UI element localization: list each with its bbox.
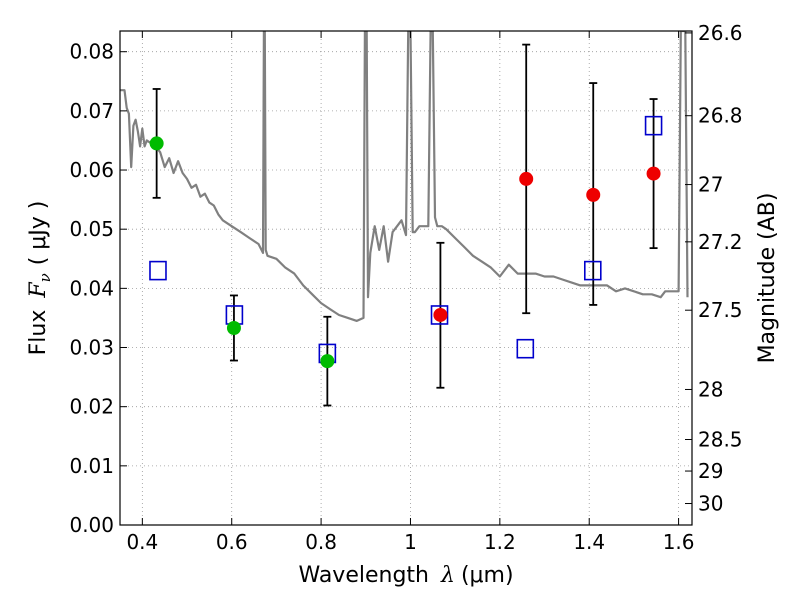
y-tick-label: 0.06 (69, 158, 114, 182)
y-axis-label-units: ( μJy ) (26, 201, 51, 266)
model-square (430, 305, 449, 325)
y-tick-label: 0.02 (69, 395, 114, 419)
y2-tick-label: 30 (698, 492, 723, 516)
y2-tick-label: 26.6 (698, 21, 743, 45)
green-point (320, 354, 335, 369)
y2-axis-label: Magnitude (AB) (755, 193, 780, 364)
y2-tick-label: 27 (698, 173, 723, 197)
y2-tick-label: 27.2 (698, 230, 743, 254)
model-square (516, 338, 535, 359)
x-axis-label-units: (μm) (461, 563, 514, 588)
y-tick-label: 0.07 (69, 99, 114, 123)
sed-template-layer (120, 31, 689, 322)
model-square (644, 115, 663, 136)
y-axis-label-symbol: F (26, 282, 51, 299)
model-square (583, 260, 602, 281)
y-tick-label: 0.01 (69, 454, 114, 478)
y2-tick-label: 28.5 (698, 427, 743, 451)
red-point (519, 171, 534, 186)
green-point (226, 320, 241, 335)
y-tick-label: 0.03 (69, 336, 114, 360)
y-tick-label: 0.05 (69, 217, 114, 241)
y-axis-label-text: Flux (26, 310, 51, 356)
x-tick-label: 1 (404, 530, 417, 554)
y2-tick-label: 29 (698, 459, 723, 483)
x-tick-label: 1.4 (573, 530, 605, 554)
y-axis-label: Flux Fν ( μJy ) (26, 201, 54, 356)
x-axis-label-symbol: λ (440, 563, 455, 588)
green-point (149, 136, 164, 151)
plot-frame (119, 30, 693, 526)
y-axis-ticks: 0.00 0.01 0.02 0.03 0.04 0.05 0.06 0.07 0.08 (69, 40, 127, 537)
y-tick-label: 0.00 (69, 513, 114, 537)
x-tick-label: 0.4 (126, 530, 158, 554)
y2-tick-label: 27.5 (698, 298, 743, 322)
x-tick-label: 1.2 (484, 530, 516, 554)
y2-tick-label: 26.8 (698, 104, 743, 128)
observed-points-layer (149, 136, 661, 369)
y-axis-label-subscript: ν (36, 273, 54, 282)
x-axis-ticks: 0.4 0.6 0.8 1 1.2 1.4 1.6 (126, 31, 695, 554)
y2-axis-ticks: 26.6 26.8 27 27.2 27.5 28 28.5 29 30 (685, 21, 743, 516)
red-point (646, 166, 661, 181)
model-square (149, 260, 167, 281)
y-tick-label: 0.04 (69, 276, 114, 300)
x-tick-label: 0.6 (216, 530, 248, 554)
red-point (586, 187, 601, 202)
x-tick-label: 1.6 (663, 530, 695, 554)
y-tick-label: 0.08 (69, 40, 114, 64)
x-axis-label: Wavelength λ (μm) (298, 563, 513, 588)
x-tick-label: 0.8 (305, 530, 337, 554)
y2-tick-label: 28 (698, 377, 723, 401)
x-axis-label-text: Wavelength (298, 563, 429, 588)
red-point (433, 307, 448, 322)
sed-template-line (120, 31, 689, 322)
plot-background (120, 31, 692, 525)
